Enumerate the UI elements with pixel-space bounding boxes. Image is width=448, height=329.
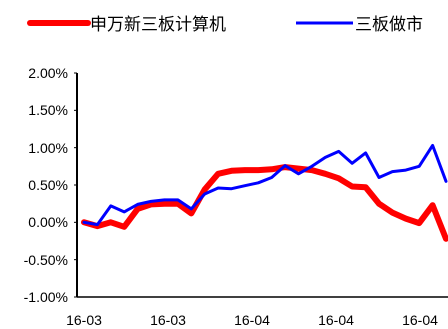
y-tick-label: 0.50%: [28, 177, 68, 193]
x-tick-label: 16-03: [66, 312, 102, 328]
legend: 申万新三板计算机 三板做市: [27, 15, 423, 35]
x-tick-label: 16-04: [402, 312, 438, 328]
y-tick-label: 1.50%: [28, 102, 68, 118]
y-tick-label: -1.00%: [24, 289, 68, 305]
series-layer: [81, 143, 448, 242]
legend-label-series-1: 申万新三板计算机: [90, 15, 226, 35]
series-line-1: [81, 164, 448, 242]
x-tick-label: 16-04: [234, 312, 270, 328]
y-axis-ticks: 2.00% 1.50% 1.00% 0.50% 0.00% -0.50% -1.…: [24, 65, 68, 305]
y-tick-label: 1.00%: [28, 140, 68, 156]
x-axis-ticks: 16-03 16-03 16-04 16-04 16-04: [66, 312, 438, 328]
y-tick-label: 2.00%: [28, 65, 68, 81]
y-tick-label: 0.00%: [28, 214, 68, 230]
x-tick-label: 16-03: [150, 312, 186, 328]
series-line-2: [82, 143, 448, 227]
x-tick-label: 16-04: [318, 312, 354, 328]
legend-label-series-2: 三板做市: [355, 15, 423, 35]
y-tick-label: -0.50%: [24, 252, 68, 268]
tick-marks: [74, 72, 77, 298]
